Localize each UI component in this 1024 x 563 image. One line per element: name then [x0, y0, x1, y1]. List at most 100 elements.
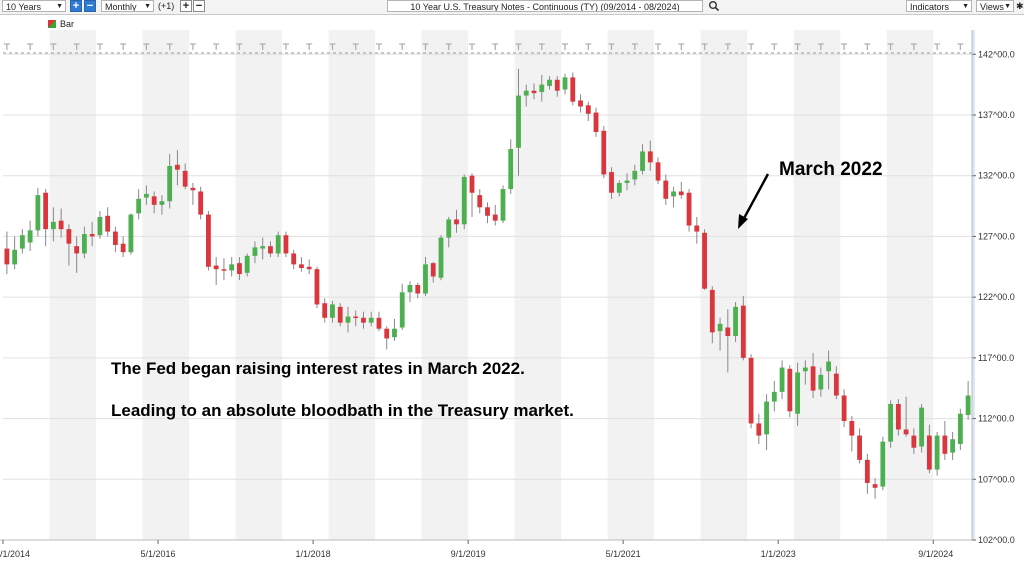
candle-body [601, 130, 607, 175]
candle-body [880, 441, 886, 487]
top-marker [678, 43, 685, 50]
top-marker [910, 43, 917, 50]
candle [415, 282, 421, 299]
candle-body [748, 357, 754, 424]
top-marker [887, 43, 894, 50]
zoom-out-button[interactable]: − [84, 0, 96, 12]
candle-body [4, 248, 10, 265]
zoom-in-button[interactable]: + [70, 0, 82, 12]
candle [702, 229, 707, 290]
candle [500, 185, 506, 224]
candle [554, 76, 560, 97]
candle [27, 220, 33, 251]
candle [144, 185, 149, 205]
x-tick-label: 1/1/2018 [296, 549, 331, 559]
candle [237, 257, 242, 281]
candle [306, 259, 312, 275]
candle [570, 72, 576, 106]
chart-legend: Bar [48, 19, 74, 29]
candle-body [609, 172, 614, 193]
y-tick-label: 137^00.0 [978, 110, 1015, 120]
candle-body [740, 305, 746, 358]
top-marker [236, 43, 243, 50]
interval-select[interactable]: Monthly ▼ [101, 0, 154, 12]
candle [655, 157, 661, 185]
candle [857, 428, 862, 464]
pin-icon[interactable]: ✱ [1016, 1, 1024, 11]
period-band [793, 30, 841, 540]
candle [539, 74, 545, 102]
top-marker [306, 43, 313, 50]
candle-body [299, 264, 304, 268]
candle [384, 326, 390, 350]
chevron-down-icon: ▼ [56, 3, 63, 10]
top-marker [631, 43, 638, 50]
candle [275, 231, 281, 258]
candle [252, 241, 258, 264]
increment-plus-button[interactable]: + [180, 0, 192, 12]
candle [438, 235, 444, 281]
candle [903, 396, 909, 437]
period-band [886, 30, 934, 540]
candle-body [756, 423, 762, 436]
candle-body [330, 304, 335, 318]
chevron-down-icon: ▼ [144, 3, 151, 10]
candle-body [283, 235, 289, 254]
candle-body [206, 214, 211, 267]
candle-body [764, 401, 769, 435]
candle-body [725, 327, 731, 336]
top-marker [701, 43, 708, 50]
y-tick-label: 102^00.0 [978, 535, 1015, 545]
period-select[interactable]: 10 Years ▼ [2, 0, 66, 12]
y-tick-label: 132^00.0 [978, 171, 1015, 181]
candle [58, 208, 64, 238]
period-band [421, 30, 469, 540]
candle-body [477, 195, 483, 208]
y-tick-label: 107^00.0 [978, 474, 1015, 484]
x-tick-label: 5/1/2016 [141, 549, 176, 559]
candle [167, 153, 173, 209]
candle [516, 68, 521, 176]
candle-body [640, 151, 645, 171]
candle-body [190, 187, 196, 191]
candle [43, 189, 49, 247]
views-dropdown[interactable]: Views ▼ [976, 0, 1014, 12]
candle [802, 360, 808, 385]
candle [461, 174, 467, 230]
symbol-title-box[interactable]: 10 Year U.S. Treasury Notes - Continuous… [387, 0, 703, 12]
candle [733, 302, 738, 343]
candle-body [81, 234, 87, 254]
candle-body [353, 316, 359, 319]
candle-body [562, 77, 568, 90]
candle-body [66, 229, 72, 244]
candle [717, 317, 723, 351]
candle-body [523, 90, 529, 96]
top-marker [771, 43, 778, 50]
candle-body [399, 292, 405, 328]
candle-body [105, 215, 111, 232]
candle [934, 431, 940, 476]
candle-body [58, 220, 64, 230]
candle [159, 195, 165, 215]
top-marker [794, 43, 801, 50]
candle-body [810, 366, 816, 391]
search-icon[interactable] [707, 0, 721, 12]
candle [531, 83, 537, 100]
candle-body [864, 459, 870, 483]
increment-minus-button[interactable]: − [193, 0, 205, 12]
period-band [700, 30, 748, 540]
candle [35, 187, 41, 237]
chevron-down-icon: ▼ [1004, 3, 1011, 10]
candle-body [919, 407, 925, 447]
candle [833, 366, 839, 400]
indicators-dropdown[interactable]: Indicators ▼ [906, 0, 972, 12]
candle-body [120, 243, 126, 253]
candle [66, 224, 72, 266]
candle-body [508, 149, 514, 190]
candle [616, 180, 622, 197]
candle-body [151, 196, 157, 205]
candle-body [787, 368, 793, 412]
annotation-line-2: Leading to an absolute bloodbath in the … [111, 401, 574, 420]
candle [368, 311, 374, 327]
